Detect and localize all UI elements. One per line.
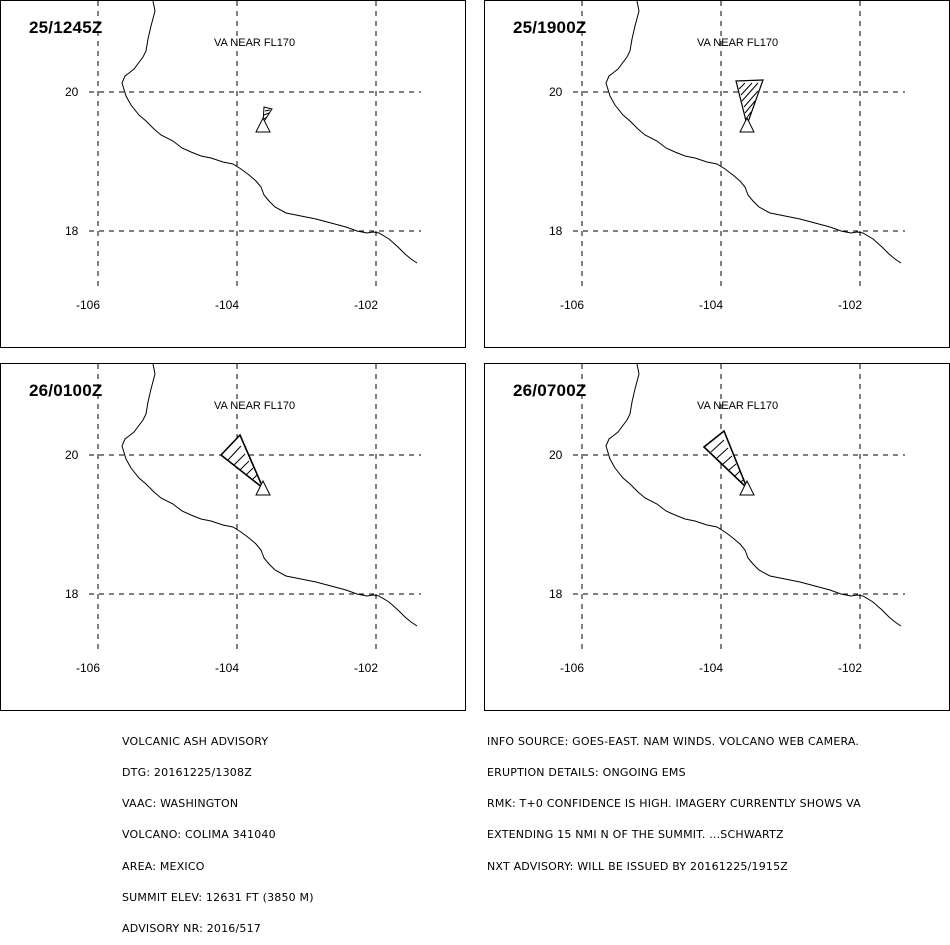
advisory-line: SUMMIT ELEV: 12631 FT (3850 M) <box>122 890 314 904</box>
lon-label-106: -106 <box>560 661 585 675</box>
lat-label-20: 20 <box>65 448 79 462</box>
lat-label-20: 20 <box>549 85 563 99</box>
advisory-line: ERUPTION DETAILS: ONGOING EMS <box>487 766 686 780</box>
lon-label-106: -106 <box>76 661 101 675</box>
ash-cloud-polygon <box>735 79 764 128</box>
volcano-symbol <box>739 479 755 496</box>
lat-label-20: 20 <box>65 85 79 99</box>
forecast-panel-2: 25/1900Z VA NEAR FL170 20 18 -106 -104 -… <box>484 0 950 348</box>
lon-label-102: -102 <box>838 298 863 312</box>
lon-label-102: -102 <box>354 661 379 675</box>
graticule <box>89 1 421 288</box>
advisory-line: RMK: T+0 CONFIDENCE IS HIGH. IMAGERY CUR… <box>487 797 861 811</box>
valid-time-label: 26/0100Z <box>29 381 103 400</box>
advisory-line: VAAC: WASHINGTON <box>122 797 239 811</box>
lon-label-104: -104 <box>215 298 240 312</box>
ash-level-label: VA NEAR FL170 <box>697 37 779 49</box>
volcano-symbol <box>739 116 755 133</box>
lat-label-18: 18 <box>65 587 79 601</box>
coastline <box>121 364 418 627</box>
map-canvas <box>89 364 421 651</box>
lat-label-18: 18 <box>549 587 563 601</box>
graticule <box>573 364 905 651</box>
advisory-line: VOLCANIC ASH ADVISORY <box>122 734 269 748</box>
ash-cloud-polygon <box>262 106 273 125</box>
advisory-details-block: INFO SOURCE: GOES-EAST. NAM WINDS. VOLCA… <box>487 716 861 883</box>
lon-label-104: -104 <box>215 661 240 675</box>
coastline <box>121 1 418 264</box>
forecast-panel-4: 26/0700Z VA NEAR FL170 20 18 -106 -104 -… <box>484 363 950 711</box>
advisory-header-block: VOLCANIC ASH ADVISORY DTG: 20161225/1308… <box>122 716 314 945</box>
lon-label-104: -104 <box>699 298 724 312</box>
lat-label-20: 20 <box>549 448 563 462</box>
graticule <box>89 364 421 651</box>
advisory-line: EXTENDING 15 NMI N OF THE SUMMIT. ...SCH… <box>487 828 784 842</box>
forecast-panel-1: 25/1245Z VA NEAR FL170 20 18 -106 -104 -… <box>0 0 466 348</box>
lat-label-18: 18 <box>549 224 563 238</box>
map-canvas <box>573 1 905 288</box>
valid-time-label: 26/0700Z <box>513 381 587 400</box>
forecast-panel-3: 26/0100Z VA NEAR FL170 20 18 -106 -104 -… <box>0 363 466 711</box>
advisory-line: NXT ADVISORY: WILL BE ISSUED BY 20161225… <box>487 859 789 873</box>
advisory-line: ADVISORY NR: 2016/517 <box>122 922 261 936</box>
graticule <box>573 1 905 288</box>
ash-level-label: VA NEAR FL170 <box>697 400 779 412</box>
volcano-symbol <box>255 479 271 496</box>
advisory-line: AREA: MEXICO <box>122 859 205 873</box>
lon-label-104: -104 <box>699 661 724 675</box>
coastline <box>605 364 902 627</box>
lat-label-18: 18 <box>65 224 79 238</box>
valid-time-label: 25/1900Z <box>513 18 587 37</box>
map-canvas <box>89 1 421 288</box>
lon-label-102: -102 <box>354 298 379 312</box>
lon-label-102: -102 <box>838 661 863 675</box>
advisory-line: INFO SOURCE: GOES-EAST. NAM WINDS. VOLCA… <box>487 734 860 748</box>
ash-cloud-polygon <box>702 429 748 489</box>
advisory-line: DTG: 20161225/1308Z <box>122 766 252 780</box>
coastline <box>605 1 902 264</box>
map-canvas <box>573 364 905 651</box>
lon-label-106: -106 <box>76 298 101 312</box>
ash-level-label: VA NEAR FL170 <box>214 400 296 412</box>
ash-level-label: VA NEAR FL170 <box>214 37 296 49</box>
valid-time-label: 25/1245Z <box>29 18 103 37</box>
lon-label-106: -106 <box>560 298 585 312</box>
volcano-symbol <box>255 116 271 133</box>
ash-cloud-polygon <box>219 433 264 489</box>
advisory-line: VOLCANO: COLIMA 341040 <box>122 828 276 842</box>
